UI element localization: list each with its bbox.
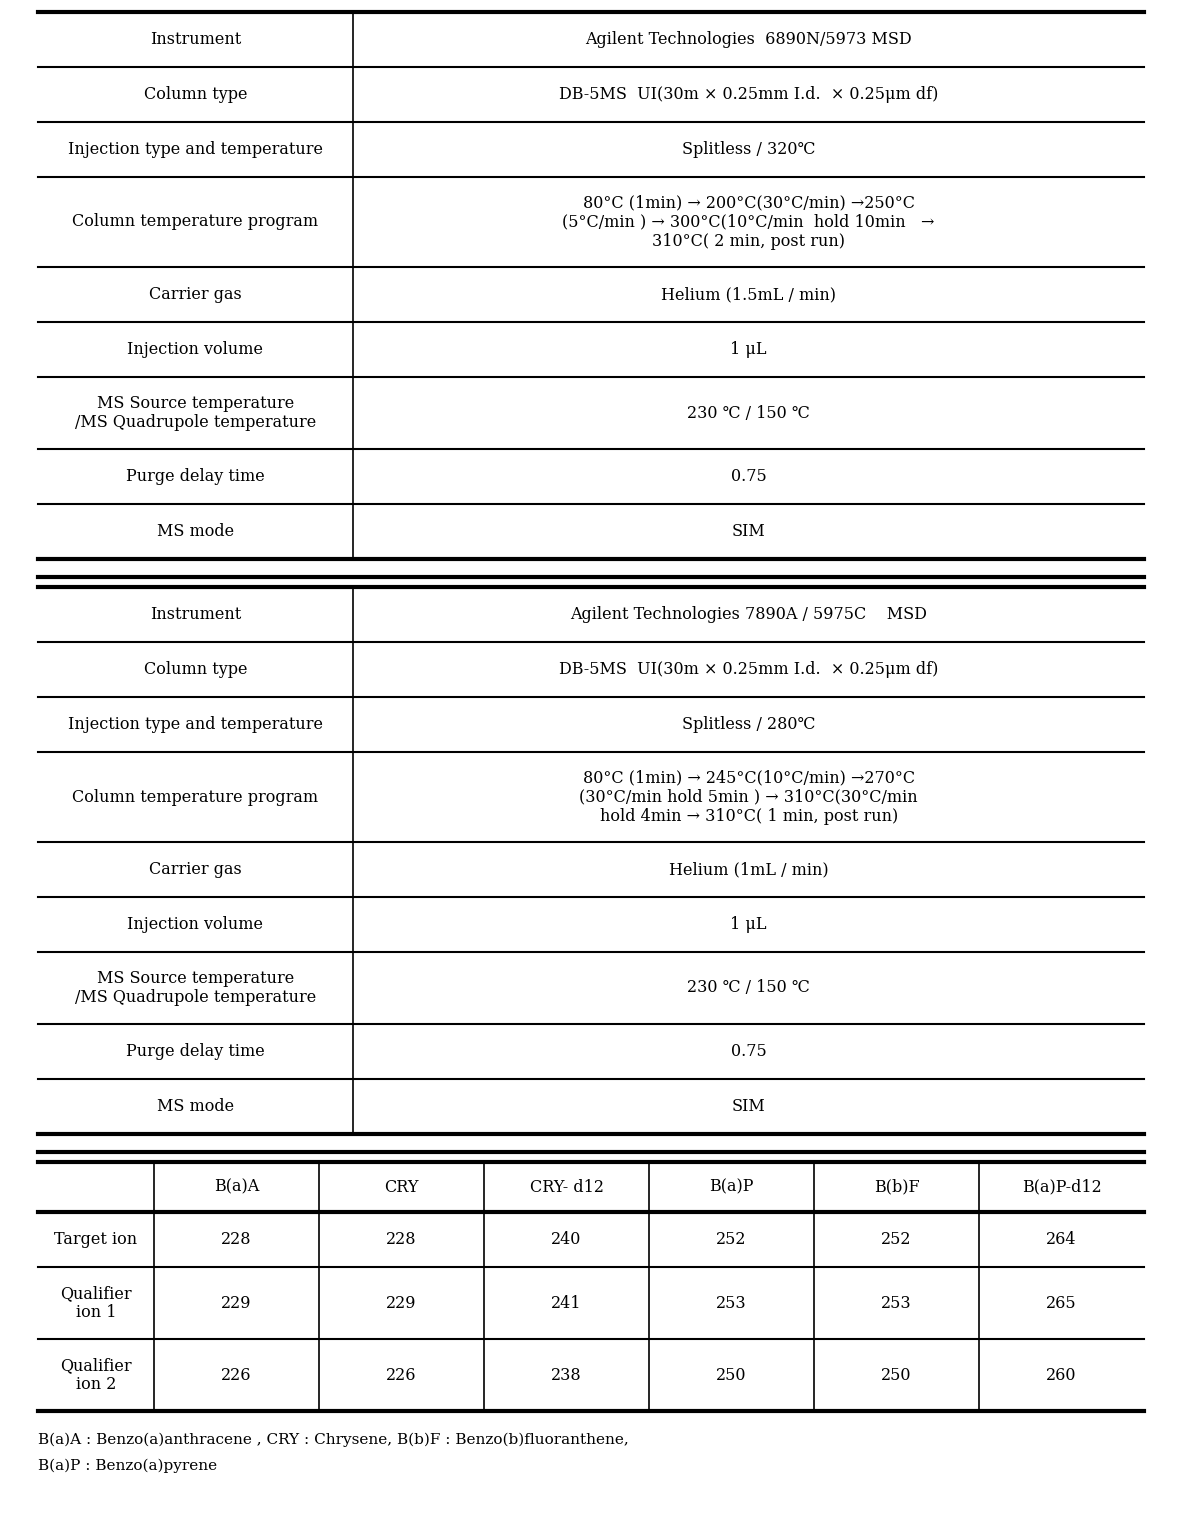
Text: Instrument: Instrument: [150, 31, 241, 48]
Text: Column temperature program: Column temperature program: [72, 213, 318, 230]
Text: 229: 229: [387, 1294, 417, 1312]
Text: 228: 228: [221, 1231, 252, 1248]
Text: SIM: SIM: [732, 523, 766, 540]
Text: Column type: Column type: [144, 661, 247, 678]
Text: SIM: SIM: [732, 1098, 766, 1114]
Text: 229: 229: [221, 1294, 252, 1312]
Text: MS mode: MS mode: [157, 523, 234, 540]
Text: Purge delay time: Purge delay time: [126, 468, 265, 484]
Text: B(b)F: B(b)F: [873, 1179, 920, 1196]
Text: 250: 250: [882, 1366, 911, 1383]
Text: Agilent Technologies  6890N/5973 MSD: Agilent Technologies 6890N/5973 MSD: [585, 31, 913, 48]
Text: B(a)A: B(a)A: [214, 1179, 259, 1196]
Text: 238: 238: [551, 1366, 582, 1383]
Text: 253: 253: [716, 1294, 747, 1312]
Text: Purge delay time: Purge delay time: [126, 1042, 265, 1059]
Text: Helium (1.5mL / min): Helium (1.5mL / min): [661, 287, 836, 304]
Text: 230 ℃ / 150 ℃: 230 ℃ / 150 ℃: [687, 405, 810, 422]
Text: Carrier gas: Carrier gas: [149, 287, 242, 304]
Text: 1 μL: 1 μL: [730, 340, 767, 359]
Text: Carrier gas: Carrier gas: [149, 862, 242, 878]
Text: B(a)P-d12: B(a)P-d12: [1021, 1179, 1102, 1196]
Text: CRY- d12: CRY- d12: [530, 1179, 604, 1196]
Text: CRY: CRY: [384, 1179, 418, 1196]
Text: 241: 241: [551, 1294, 582, 1312]
Text: B(a)P : Benzo(a)pyrene: B(a)P : Benzo(a)pyrene: [38, 1459, 217, 1473]
Text: Injection type and temperature: Injection type and temperature: [69, 141, 323, 158]
Text: Splitless / 280℃: Splitless / 280℃: [682, 716, 816, 733]
Text: 250: 250: [716, 1366, 747, 1383]
Text: 264: 264: [1046, 1231, 1077, 1248]
Text: 226: 226: [387, 1366, 417, 1383]
Text: 252: 252: [716, 1231, 747, 1248]
Text: Qualifier
ion 1: Qualifier ion 1: [60, 1285, 131, 1321]
Text: 226: 226: [221, 1366, 252, 1383]
Text: 252: 252: [882, 1231, 911, 1248]
Text: Injection type and temperature: Injection type and temperature: [69, 716, 323, 733]
Text: 253: 253: [882, 1294, 913, 1312]
Text: B(a)P: B(a)P: [709, 1179, 754, 1196]
Text: B(a)A : Benzo(a)anthracene , CRY : Chrysene, B(b)F : Benzo(b)fluoranthene,: B(a)A : Benzo(a)anthracene , CRY : Chrys…: [38, 1433, 629, 1447]
Text: 228: 228: [387, 1231, 417, 1248]
Text: 240: 240: [551, 1231, 582, 1248]
Text: Column type: Column type: [144, 86, 247, 103]
Text: Instrument: Instrument: [150, 606, 241, 622]
Text: 265: 265: [1046, 1294, 1077, 1312]
Text: Helium (1mL / min): Helium (1mL / min): [669, 862, 829, 878]
Text: Qualifier
ion 2: Qualifier ion 2: [60, 1357, 131, 1393]
Text: 1 μL: 1 μL: [730, 917, 767, 934]
Text: Target ion: Target ion: [54, 1231, 137, 1248]
Text: 0.75: 0.75: [730, 468, 767, 484]
Text: 230 ℃ / 150 ℃: 230 ℃ / 150 ℃: [687, 980, 810, 996]
Text: 80°C (1min) → 200°C(30°C/min) →250°C
(5°C/min ) → 300°C(10°C/min  hold 10min   →: 80°C (1min) → 200°C(30°C/min) →250°C (5°…: [563, 193, 935, 250]
Text: Column temperature program: Column temperature program: [72, 788, 318, 805]
Text: MS Source temperature
/MS Quadrupole temperature: MS Source temperature /MS Quadrupole tem…: [74, 394, 316, 431]
Text: 80°C (1min) → 245°C(10°C/min) →270°C
(30°C/min hold 5min ) → 310°C(30°C/min
hold: 80°C (1min) → 245°C(10°C/min) →270°C (30…: [579, 770, 918, 825]
Text: 260: 260: [1046, 1366, 1077, 1383]
Text: Injection volume: Injection volume: [128, 340, 264, 359]
Text: Injection volume: Injection volume: [128, 917, 264, 934]
Text: DB-5MS  UI(30m × 0.25mm I.d.  × 0.25μm df): DB-5MS UI(30m × 0.25mm I.d. × 0.25μm df): [559, 661, 939, 678]
Text: Splitless / 320℃: Splitless / 320℃: [682, 141, 816, 158]
Text: 0.75: 0.75: [730, 1042, 767, 1059]
Text: MS mode: MS mode: [157, 1098, 234, 1114]
Text: Agilent Technologies 7890A / 5975C    MSD: Agilent Technologies 7890A / 5975C MSD: [570, 606, 927, 622]
Text: DB-5MS  UI(30m × 0.25mm I.d.  × 0.25μm df): DB-5MS UI(30m × 0.25mm I.d. × 0.25μm df): [559, 86, 939, 103]
Text: MS Source temperature
/MS Quadrupole temperature: MS Source temperature /MS Quadrupole tem…: [74, 970, 316, 1006]
